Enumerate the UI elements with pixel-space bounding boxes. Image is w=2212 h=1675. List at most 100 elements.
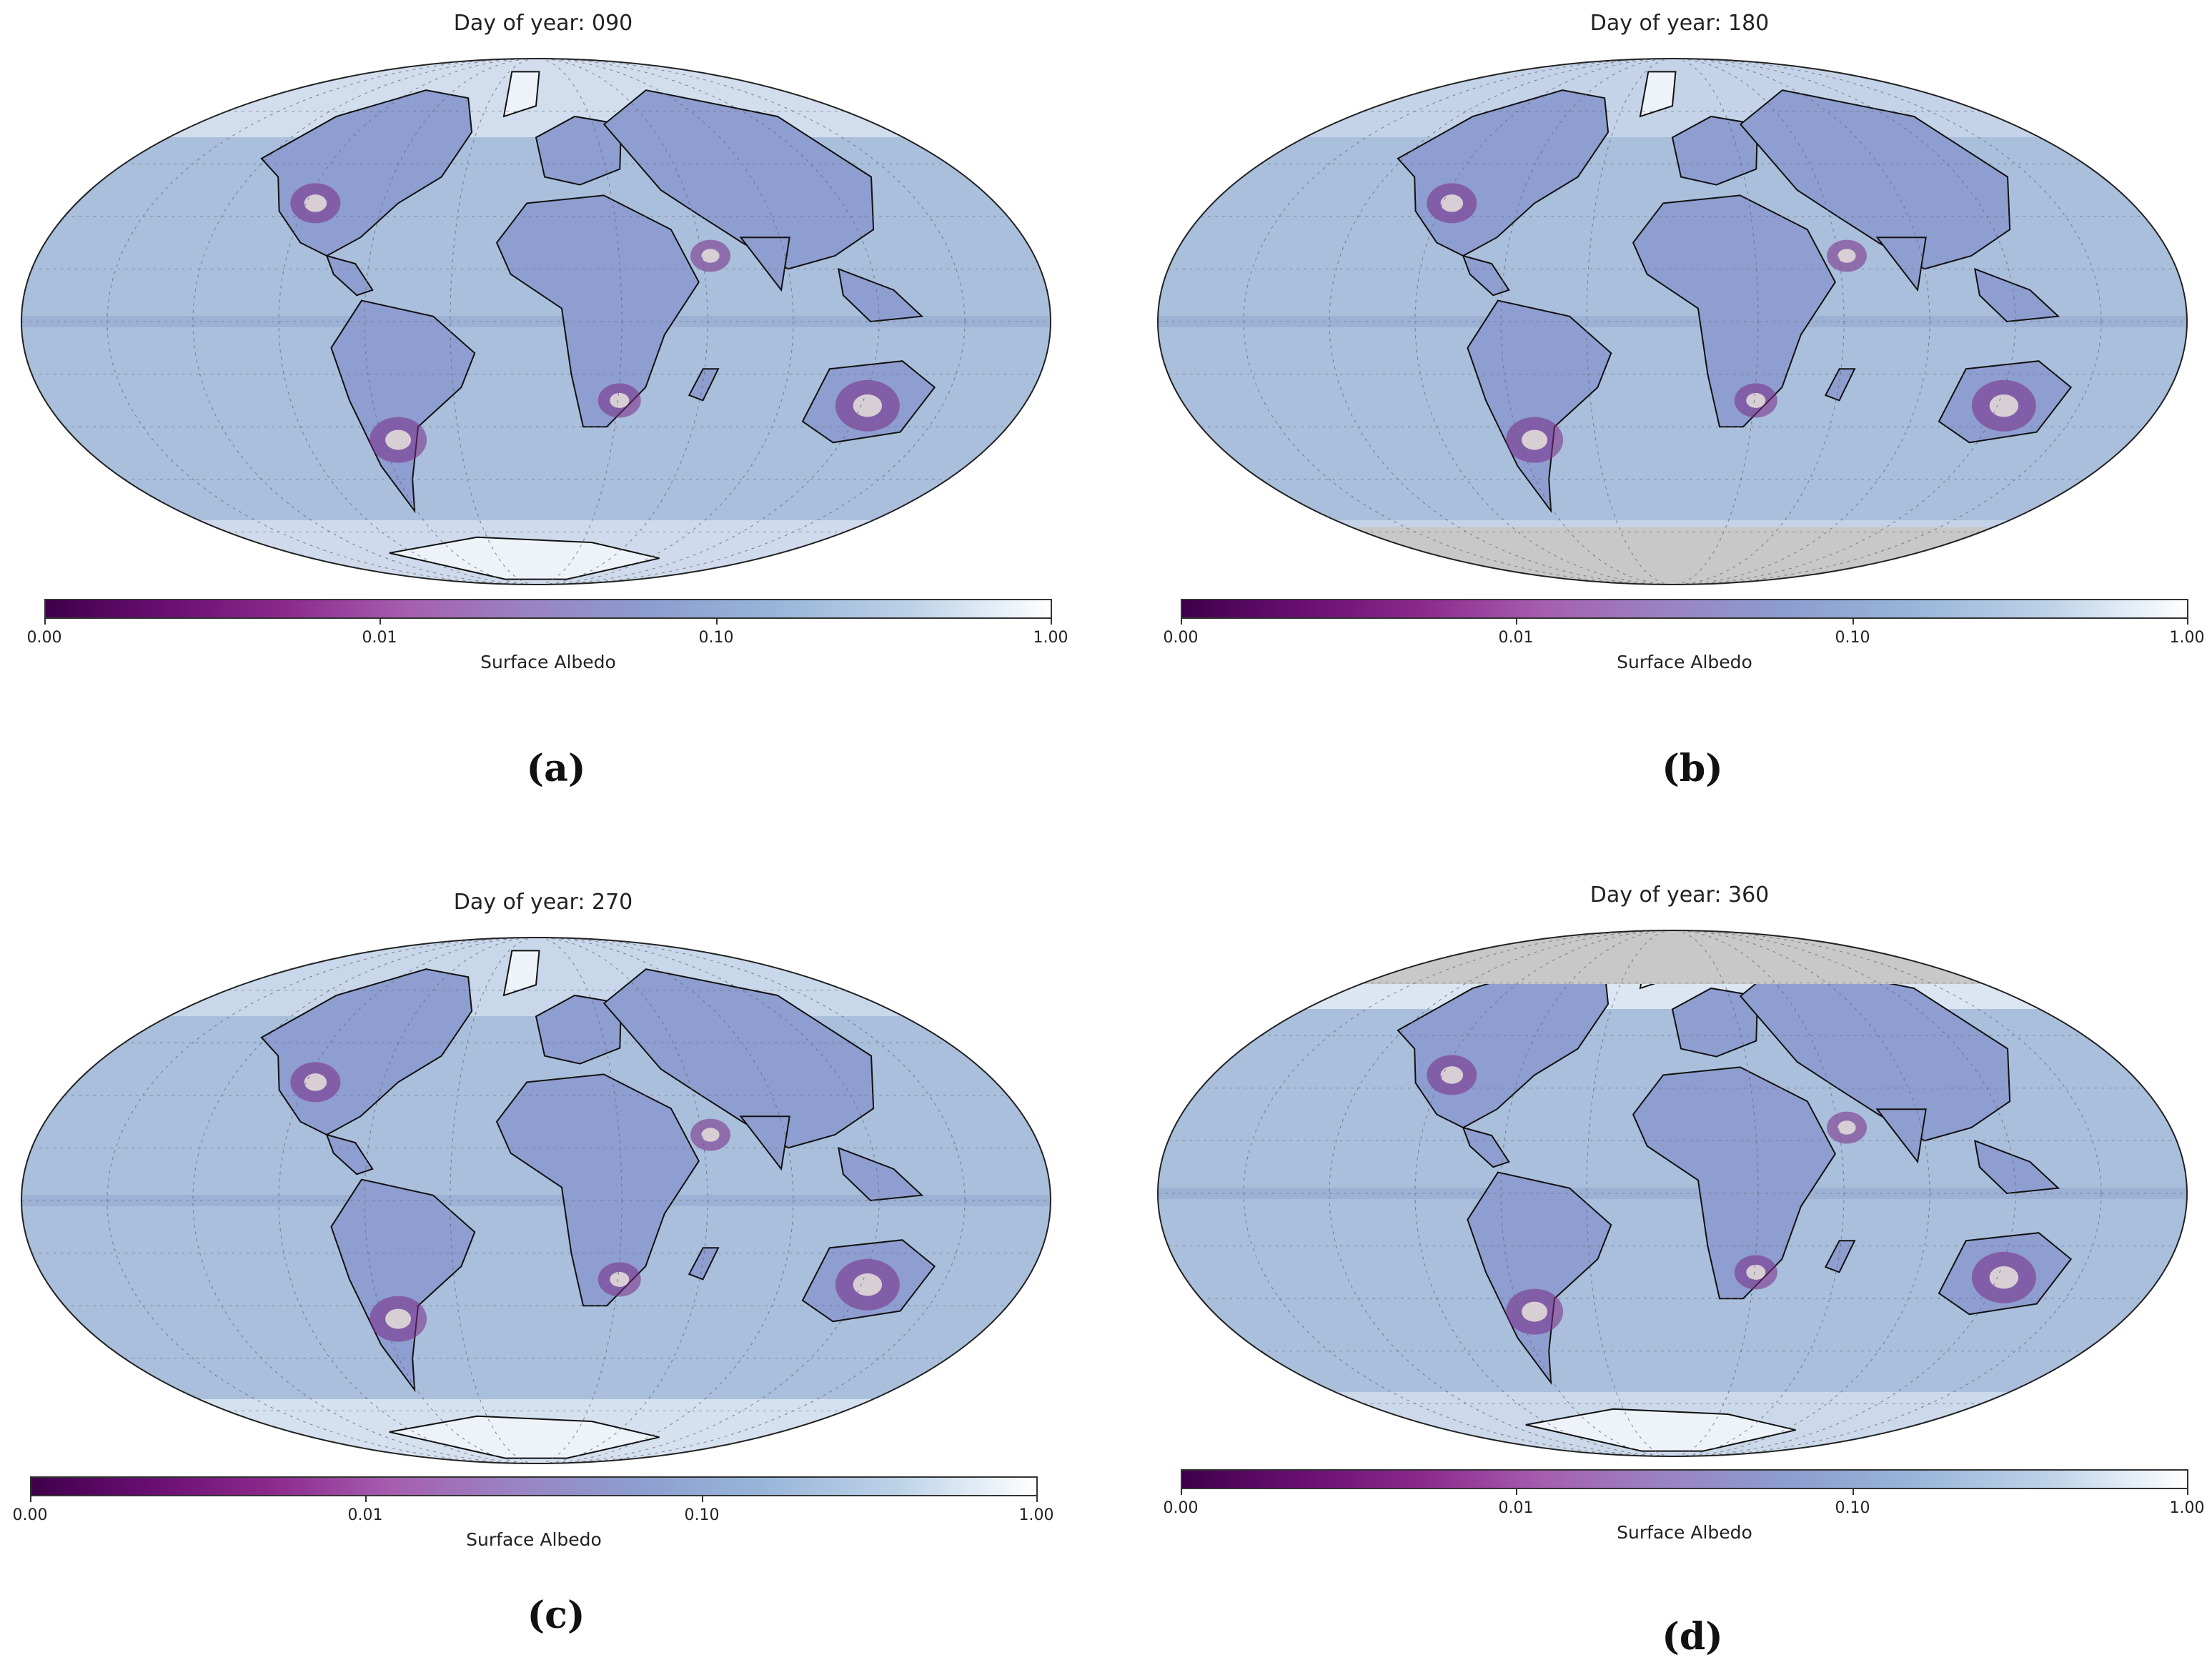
- madagascar-landmass: [1824, 368, 1856, 402]
- colorbar-label: Surface Albedo: [1617, 1522, 1752, 1543]
- graticule-meridian: [1500, 930, 1845, 1456]
- colorbar: [1181, 599, 2188, 619]
- graticule-meridian: [1586, 930, 1759, 1456]
- graticule-meridian: [1414, 930, 1930, 1456]
- india-landmass: [739, 1115, 790, 1171]
- antarctica-landmass: [389, 1415, 660, 1459]
- missing-data-patch: [1746, 1264, 1766, 1280]
- graticule-meridian: [1329, 59, 2016, 585]
- missing-data-patch: [610, 392, 630, 408]
- missing-data-patch: [1522, 429, 1548, 450]
- graticule-meridian: [450, 938, 623, 1463]
- seasia-landmass: [837, 1146, 924, 1202]
- india-landmass: [1875, 1108, 1927, 1164]
- world-map: [1157, 930, 2188, 1457]
- world-map: [21, 58, 1051, 585]
- asia-landmass: [602, 968, 875, 1149]
- panel-title: Day of year: 180: [1589, 11, 1770, 36]
- colorbar: [30, 1476, 1038, 1496]
- north-high-albedo: [21, 938, 1051, 1016]
- asia-landmass: [1739, 89, 2011, 270]
- graticule-meridian: [1500, 59, 1845, 585]
- graticule-meridian: [192, 59, 880, 585]
- colorbar-tick: 0.10: [1835, 629, 1870, 647]
- colorbar-tick: 0.00: [12, 1506, 48, 1524]
- colorbar-tick: 1.00: [1033, 629, 1068, 647]
- missing-data-patch: [610, 1271, 630, 1287]
- panel-b: Day of year: 180 0.00 0.01 0.10 1.00 Sur…: [1144, 7, 2212, 793]
- graticule-meridian: [106, 938, 966, 1463]
- missing-data-patch: [853, 394, 883, 417]
- colorbar-tick: 0.00: [1163, 629, 1199, 647]
- missing-data-patch: [1440, 194, 1464, 212]
- map-border: [21, 58, 1051, 585]
- centralAmerica-landmass: [325, 1133, 374, 1176]
- graticule-meridian: [1243, 930, 2102, 1456]
- africa-landmass: [495, 194, 700, 428]
- panel-caption: (c): [527, 1594, 585, 1637]
- missing-data-patch: [304, 194, 327, 212]
- panel-caption: (d): [1662, 1615, 1723, 1659]
- centralAmerica-landmass: [1462, 1126, 1510, 1168]
- colorbar: [1181, 1469, 2188, 1489]
- missing-data-patch: [1746, 392, 1766, 408]
- graticule-meridian: [278, 59, 794, 585]
- missing-data-patch: [701, 249, 720, 263]
- missing-data-patch: [1989, 1266, 2019, 1289]
- graticule-meridian: [106, 59, 966, 585]
- graticule-meridian: [192, 938, 880, 1463]
- colorbar-tick: 0.01: [1498, 629, 1534, 647]
- missing-data-patch: [1837, 1120, 1856, 1135]
- graticule-meridian: [364, 938, 708, 1463]
- colorbar-tick: 0.10: [698, 629, 734, 647]
- panel-caption: (a): [526, 747, 586, 790]
- africa-landmass: [1632, 1066, 1836, 1300]
- colorbar: [44, 599, 1052, 619]
- colorbar-tick: 1.00: [2169, 629, 2205, 647]
- india-landmass: [739, 237, 790, 292]
- colorbar-tick: 0.00: [1163, 1499, 1199, 1517]
- missing-data-patch: [385, 429, 412, 450]
- africa-landmass: [495, 1073, 700, 1307]
- greenland-landmass: [502, 71, 540, 118]
- colorbar-tick: 0.00: [26, 629, 62, 647]
- panel-a: Day of year: 090 0.00 0.01 0.10 1.00 Sur…: [7, 7, 1079, 793]
- antarctica-landmass: [1525, 1408, 1796, 1452]
- missing-data-patch: [385, 1308, 412, 1329]
- colorbar-tick: 0.01: [1498, 1499, 1534, 1517]
- colorbar-tick: 1.00: [1018, 1506, 1054, 1524]
- antarctica-landmass: [389, 536, 660, 580]
- colorbar-tick: 0.10: [1835, 1499, 1870, 1517]
- missing-data-patch: [1989, 394, 2019, 417]
- world-map: [21, 937, 1051, 1464]
- north-high-albedo: [21, 59, 1051, 137]
- centralAmerica-landmass: [1462, 254, 1510, 297]
- missing-data-patch: [853, 1273, 883, 1296]
- graticule-meridian: [1414, 59, 1930, 585]
- india-landmass: [1875, 237, 1927, 292]
- madagascar-landmass: [1824, 1240, 1856, 1273]
- seasia-landmass: [837, 267, 924, 323]
- colorbar-tick: 0.01: [362, 629, 397, 647]
- missing-data-patch: [1522, 1301, 1548, 1322]
- north-no-data: [1158, 930, 2187, 984]
- colorbar-label: Surface Albedo: [480, 652, 616, 672]
- colorbar-tick: 1.00: [2169, 1499, 2205, 1517]
- world-map: [1157, 58, 2188, 585]
- europe-landmass: [1671, 115, 1759, 186]
- missing-data-patch: [701, 1128, 720, 1142]
- panel-d: Day of year: 360 0.00 0.01 0.10 1.00 Sur…: [1144, 879, 2212, 1665]
- graticule-meridian: [278, 938, 794, 1463]
- europe-landmass: [535, 115, 623, 186]
- asia-landmass: [602, 89, 875, 270]
- map-border: [21, 937, 1051, 1464]
- north-high-albedo: [1158, 59, 2187, 137]
- panel-c: Day of year: 270 0.00 0.01 0.10 1.00 Sur…: [7, 886, 1079, 1672]
- colorbar-tick: 0.01: [347, 1506, 383, 1524]
- centralAmerica-landmass: [325, 254, 374, 297]
- missing-data-patch: [1837, 249, 1856, 263]
- map-border: [1157, 58, 2188, 585]
- south-no-data: [1158, 527, 2187, 585]
- panel-title: Day of year: 360: [1589, 883, 1770, 908]
- panel-title: Day of year: 090: [453, 11, 633, 36]
